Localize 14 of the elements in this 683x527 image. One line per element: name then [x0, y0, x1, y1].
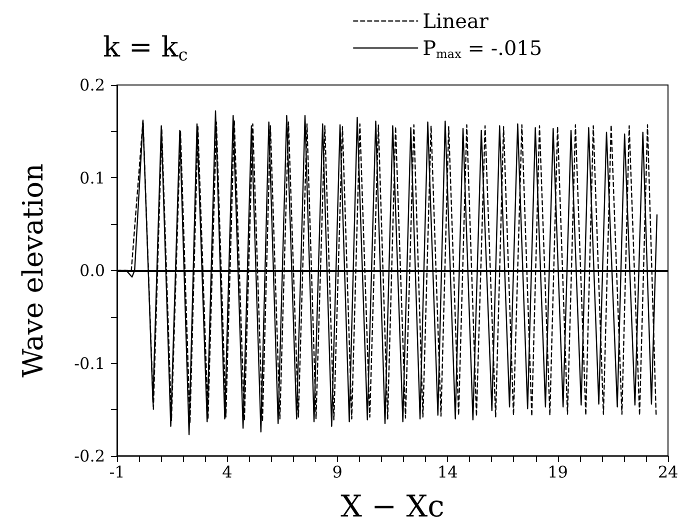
y-tick-label: 0.2	[80, 76, 105, 94]
x-tick-label: 4	[222, 462, 232, 482]
y-tick-label: -0.1	[74, 354, 105, 373]
legend-label: Linear	[422, 9, 489, 33]
x-tick-label: 19	[548, 462, 568, 482]
x-tick-label: 24	[658, 462, 678, 482]
y-tick-label: 0.1	[80, 168, 105, 188]
y-tick-label: -0.2	[74, 446, 105, 466]
y-tick-label: 0.0	[80, 261, 105, 280]
x-tick-label: -1	[109, 462, 125, 482]
y-axis-title: Wave elevation	[16, 163, 50, 378]
x-tick-label: 14	[437, 462, 458, 482]
x-axis-title: X − Xc	[340, 490, 444, 524]
x-tick-label: 9	[332, 462, 342, 482]
